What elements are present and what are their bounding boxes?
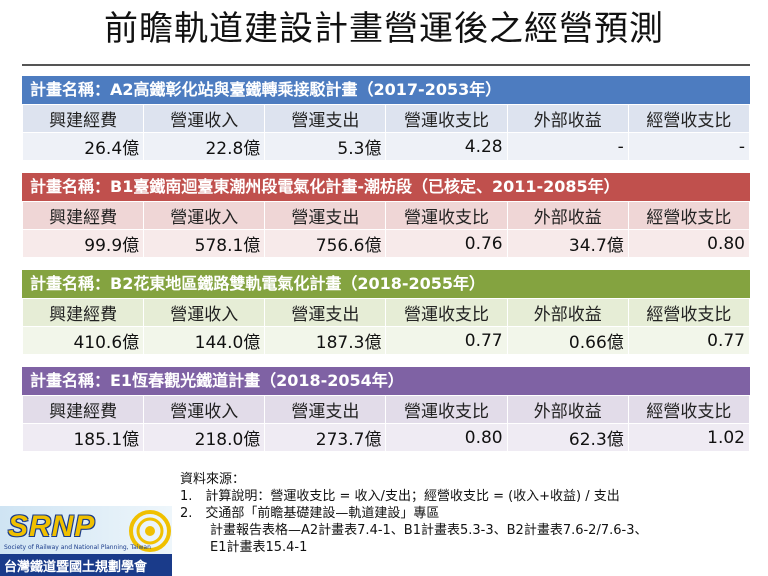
- table-header-row: 興建經費 營運收入 營運支出 營運收支比 外部收益 經營收支比: [21, 395, 751, 424]
- table-cell: -: [627, 132, 751, 161]
- column-header: 營運支出: [264, 104, 387, 133]
- logo-abbr: SRNP: [8, 510, 96, 543]
- column-header: 營運支出: [264, 298, 387, 327]
- column-header: 營運收支比: [385, 298, 508, 327]
- column-header: 外部收益: [506, 201, 629, 230]
- project-name: 計畫名稱：B2花東地區鐵路雙軌電氣化計畫（2018-2055年）: [22, 270, 750, 298]
- logo-swoosh-icon: [129, 510, 171, 552]
- source-heading: 資料來源：: [180, 472, 246, 487]
- table-cell: 26.4億: [21, 132, 145, 161]
- project-table: 興建經費 營運收入 營運支出 營運收支比 外部收益 經營收支比 185.1億 218.0億 27…: [21, 395, 751, 452]
- column-header: 經營收支比: [627, 298, 751, 327]
- page-title: 前瞻軌道建設計畫營運後之經營預測: [104, 9, 664, 49]
- column-header: 興建經費: [21, 201, 145, 230]
- table-row: 99.9億 578.1億 756.6億 0.76 34.7億 0.80: [21, 229, 751, 258]
- table-cell: 0.77: [385, 326, 508, 355]
- table-cell: 0.80: [385, 423, 508, 452]
- project-block: 計畫名稱：E1恆春觀光鐵道計畫（2018-2054年） 興建經費 營運收入 營運支出營…: [21, 367, 751, 452]
- project-table: 興建經費 營運收入 營運支出 營運收支比 外部收益 經營收支比 99.9億 578.1億 756…: [21, 201, 751, 258]
- source-line-3: 計畫報告表格—A2計畫表7.4-1、B1計畫表5.3-3、B2計畫表7.6-2/…: [210, 523, 648, 538]
- column-header: 興建經費: [21, 395, 145, 424]
- table-cell: 34.7億: [506, 229, 629, 258]
- column-header: 外部收益: [506, 298, 629, 327]
- table-cell: 4.28: [385, 132, 508, 161]
- project-block: 計畫名稱：B2花東地區鐵路雙軌電氣化計畫（2018-2055年） 興建經費 營運收入…: [21, 270, 751, 355]
- table-cell: 0.76: [385, 229, 508, 258]
- column-header: 營運收入: [143, 104, 266, 133]
- table-cell: 578.1億: [143, 229, 266, 258]
- column-header: 經營收支比: [627, 104, 751, 133]
- table-row: 185.1億 218.0億 273.7億 0.80 62.3億 1.02: [21, 423, 751, 452]
- project-table: 興建經費 營運收入 營運支出 營運收支比 外部收益 經營收支比 410.6億 144.0億 18…: [21, 298, 751, 355]
- logo-bar: [0, 554, 172, 576]
- column-header: 營運支出: [264, 201, 387, 230]
- source-line-1: 1. 計算說明：營運收支比 = 收入/支出；經營收支比 = (收入+收益) / …: [180, 489, 620, 504]
- column-header: 營運收支比: [385, 395, 508, 424]
- column-header: 興建經費: [21, 298, 145, 327]
- table-cell: 756.6億: [264, 229, 387, 258]
- table-cell: 185.1億: [21, 423, 145, 452]
- table-row: 410.6億 144.0億 187.3億 0.77 0.66億 0.77: [21, 326, 751, 355]
- column-header: 營運收入: [143, 395, 266, 424]
- table-cell: 144.0億: [143, 326, 266, 355]
- column-header: 營運收入: [143, 298, 266, 327]
- srnp-logo: SRNP Society of Railway and National Pla…: [0, 506, 172, 576]
- table-cell: 218.0億: [143, 423, 266, 452]
- table-row: 26.4億 22.8億 5.3億 4.28- -: [21, 132, 751, 161]
- source-notes: 資料來源： 1. 計算說明：營運收支比 = 收入/支出；經營收支比 = (收入+…: [180, 471, 760, 556]
- column-header: 外部收益: [506, 104, 629, 133]
- project-name: 計畫名稱：E1恆春觀光鐵道計畫（2018-2054年）: [22, 367, 750, 395]
- column-header: 經營收支比: [627, 201, 751, 230]
- table-header-row: 興建經費 營運收入 營運支出 營運收支比 外部收益 經營收支比: [21, 104, 751, 133]
- project-table: 興建經費 營運收入 營運支出 營運收支比 外部收益 經營收支比 26.4億 22.8億 5.3億…: [21, 104, 751, 161]
- column-header: 經營收支比: [627, 395, 751, 424]
- source-line-2: 2. 交通部「前瞻基礎建設—軌道建設」專區: [180, 506, 440, 521]
- logo-chinese: 台灣鐵道暨國土規劃學會: [4, 560, 148, 575]
- table-cell: 5.3億: [264, 132, 387, 161]
- table-cell: 22.8億: [143, 132, 266, 161]
- table-cell: 187.3億: [264, 326, 387, 355]
- title-divider: [22, 64, 750, 66]
- column-header: 營運收支比: [385, 201, 508, 230]
- logo-english: Society of Railway and National Planning…: [4, 544, 151, 551]
- column-header: 營運支出: [264, 395, 387, 424]
- project-block: 計畫名稱：A2高鐵彰化站與臺鐵轉乘接駁計畫（2017-2053年） 興建經費 營運收…: [21, 76, 751, 161]
- table-cell: 99.9億: [21, 229, 145, 258]
- source-line-4: E1計畫表15.4-1: [210, 540, 308, 555]
- table-cell: 0.77: [627, 326, 751, 355]
- project-name: 計畫名稱：A2高鐵彰化站與臺鐵轉乘接駁計畫（2017-2053年）: [22, 76, 750, 104]
- table-header-row: 興建經費 營運收入 營運支出 營運收支比 外部收益 經營收支比: [21, 201, 751, 230]
- table-cell: -: [506, 132, 629, 161]
- column-header: 營運收入: [143, 201, 266, 230]
- project-name: 計畫名稱：B1臺鐵南迴臺東潮州段電氣化計畫-潮枋段（已核定、2011-2085年…: [22, 173, 750, 201]
- table-cell: 0.80: [627, 229, 751, 258]
- table-header-row: 興建經費 營運收入 營運支出 營運收支比 外部收益 經營收支比: [21, 298, 751, 327]
- table-cell: 410.6億: [21, 326, 145, 355]
- project-block: 計畫名稱：B1臺鐵南迴臺東潮州段電氣化計畫-潮枋段（已核定、2011-2085年…: [21, 173, 751, 258]
- table-cell: 1.02: [627, 423, 751, 452]
- table-cell: 62.3億: [506, 423, 629, 452]
- table-cell: 0.66億: [506, 326, 629, 355]
- table-cell: 273.7億: [264, 423, 387, 452]
- column-header: 營運收支比: [385, 104, 508, 133]
- column-header: 外部收益: [506, 395, 629, 424]
- column-header: 興建經費: [21, 104, 145, 133]
